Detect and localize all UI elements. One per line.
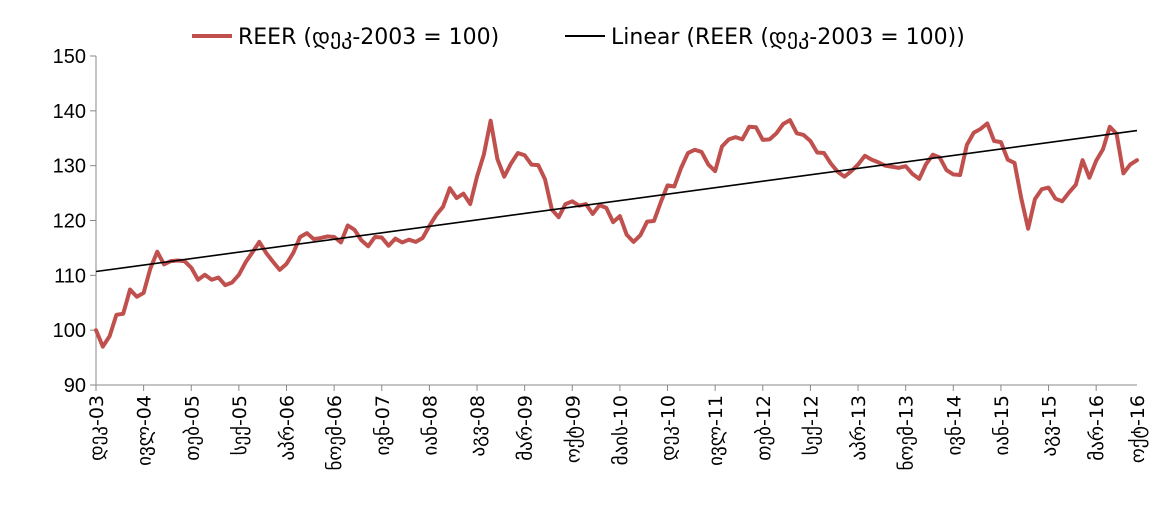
y-axis: 90 100 110 120 130 140 150 [53, 46, 97, 397]
x-tick-label: დეკ-03 [86, 395, 108, 461]
x-tick-label: აგვ-08 [467, 395, 489, 456]
x-tick-label: ივლ-04 [134, 395, 156, 466]
legend-label-reer: REER (დეკ-2003 = 100) [238, 25, 499, 50]
x-tick-label: ივლ-11 [705, 395, 727, 466]
y-tick-label: 140 [53, 101, 86, 123]
x-tick-label: ნოემ-13 [896, 395, 918, 470]
series-line-reer [94, 118, 1139, 349]
y-tick-label: 130 [53, 156, 86, 178]
x-tick-label: მარ-16 [1086, 395, 1108, 461]
x-tick-label: ნოემ-06 [324, 395, 346, 470]
x-tick-label: სექ-12 [800, 395, 822, 455]
x-tick-label: მარ-09 [515, 395, 537, 461]
x-tick-label: აპრ-13 [848, 395, 870, 460]
y-tick-label: 100 [53, 320, 86, 342]
x-axis: დეკ-03 ივლ-04 თებ-05 სექ-05 აპრ-06 ნოემ-06 ივნ… [86, 384, 1149, 470]
y-tick-label: 90 [64, 375, 86, 397]
x-tick-label: თებ-12 [753, 395, 775, 461]
plot-area [94, 118, 1139, 349]
x-tick-label: თებ-05 [181, 395, 203, 461]
x-tick-label: აპრ-06 [277, 395, 299, 460]
legend: REER (დეკ-2003 = 100) Linear (REER (დეკ-… [192, 25, 965, 50]
x-tick-label: იან-15 [991, 395, 1013, 455]
x-tick-label: ოქტ-09 [562, 395, 584, 463]
x-tick-label: იან-08 [419, 395, 441, 455]
trend-line-linear [95, 129, 1138, 273]
x-tick-label: ივნ-07 [372, 395, 394, 456]
x-tick-label: სექ-05 [229, 395, 251, 455]
legend-label-linear: Linear (REER (დეკ-2003 = 100)) [611, 25, 965, 50]
x-tick-label: ივნ-14 [943, 395, 965, 456]
x-tick-label: დეკ-10 [658, 395, 680, 461]
x-tick-label: აგვ-15 [1039, 395, 1061, 456]
x-tick-label: ოქტ-16 [1127, 395, 1149, 463]
y-tick-label: 150 [53, 46, 86, 68]
y-tick-label: 120 [53, 211, 86, 233]
y-tick-label: 110 [54, 265, 86, 287]
x-tick-label: მაის-10 [610, 395, 632, 465]
